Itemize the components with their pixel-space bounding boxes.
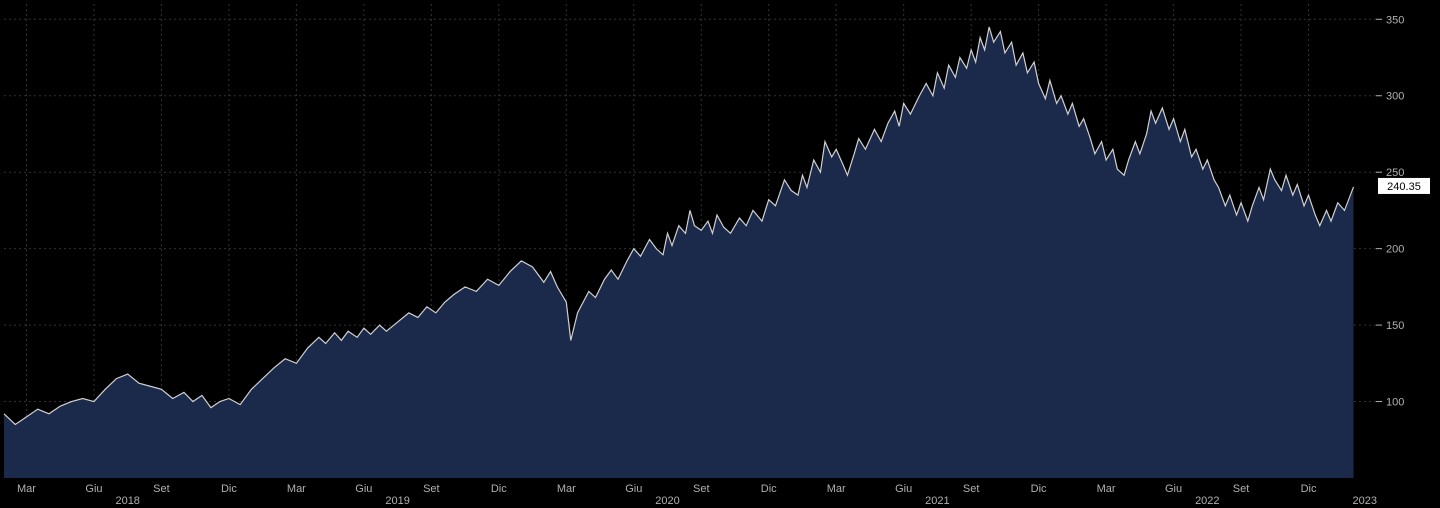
x-axis-month-label: Dic: [491, 483, 507, 495]
x-axis-year-label: 2019: [385, 495, 409, 507]
x-axis-year-label: 2022: [1195, 495, 1219, 507]
y-axis-label: 250: [1386, 167, 1404, 179]
y-axis-label: 300: [1386, 91, 1404, 103]
x-axis-month-label: Dic: [1031, 483, 1047, 495]
x-axis-month-label: Set: [963, 483, 980, 495]
y-axis-label: 100: [1386, 397, 1404, 409]
x-axis-month-label: Giu: [355, 483, 372, 495]
x-axis-month-label: Mar: [827, 483, 846, 495]
x-axis-month-label: Dic: [761, 483, 777, 495]
x-axis-month-label: Set: [693, 483, 710, 495]
x-axis-year-label: 2023: [1353, 495, 1377, 507]
x-axis-month-label: Mar: [287, 483, 306, 495]
chart-svg: 100 150 200 250 300 350 Mar Giu Set Dic Mar Giu Set D…: [0, 0, 1440, 508]
x-axis-month-label: Dic: [221, 483, 237, 495]
x-axis-month-label: Set: [153, 483, 170, 495]
x-axis-month-label: Set: [423, 483, 440, 495]
x-axis-month-label: Giu: [895, 483, 912, 495]
last-value-text: 240.35: [1387, 181, 1421, 193]
x-axis-month-label: Dic: [1301, 483, 1317, 495]
x-axis-month-label: Giu: [1165, 483, 1182, 495]
x-axis-month-label: Mar: [17, 483, 36, 495]
x-axis-year-label: 2018: [115, 495, 139, 507]
x-axis-month-label: Mar: [557, 483, 576, 495]
y-axis-label: 350: [1386, 14, 1404, 26]
price-chart: 100 150 200 250 300 350 Mar Giu Set Dic Mar Giu Set D…: [0, 0, 1440, 508]
y-axis-label: 200: [1386, 244, 1404, 256]
y-axis-label: 150: [1386, 320, 1404, 332]
x-axis-month-label: Giu: [625, 483, 642, 495]
x-axis-month-label: Giu: [85, 483, 102, 495]
x-axis-year-label: 2020: [655, 495, 679, 507]
x-axis-month-label: Set: [1233, 483, 1250, 495]
x-axis-month-label: Mar: [1097, 483, 1116, 495]
x-axis-year-label: 2021: [925, 495, 949, 507]
